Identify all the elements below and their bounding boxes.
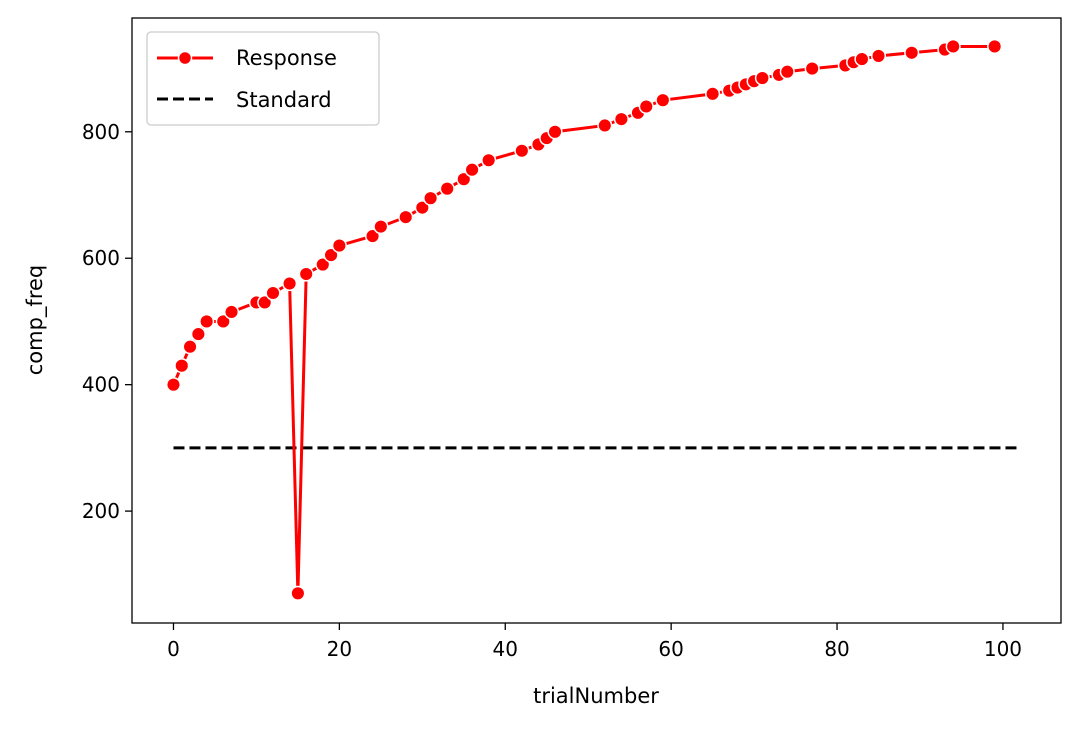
response-point	[364, 228, 381, 244]
legend-box	[146, 31, 380, 126]
response-point	[423, 190, 439, 206]
response-point	[464, 162, 480, 178]
response-point	[779, 64, 795, 80]
response-point	[638, 98, 654, 115]
response-point	[854, 51, 870, 67]
response-point	[257, 294, 273, 311]
y-axis: 200 400 600 800	[82, 120, 132, 523]
response-point	[199, 313, 215, 329]
plot-area-frame	[131, 17, 1062, 624]
y-axis-title: comp_freq	[23, 265, 48, 376]
response-point	[282, 275, 298, 292]
response-point	[223, 304, 240, 320]
response-point	[190, 326, 206, 342]
response-point	[315, 257, 331, 273]
response-point	[613, 111, 629, 127]
response-point	[290, 585, 306, 601]
x-tick-label: 0	[167, 637, 180, 661]
legend-standard-label: Standard	[236, 88, 332, 112]
response-point	[705, 86, 721, 102]
response-point	[514, 143, 530, 159]
response-point	[414, 200, 430, 216]
legend-response-label: Response	[236, 46, 337, 70]
x-tick-label: 40	[493, 637, 518, 661]
response-point	[182, 339, 198, 355]
response-point	[215, 313, 231, 329]
response-point	[904, 45, 920, 61]
y-tick-label: 400	[82, 373, 120, 397]
response-point	[323, 247, 339, 263]
legend-response-marker	[177, 50, 193, 66]
plot-series	[165, 38, 1020, 601]
response-point	[547, 124, 563, 140]
response-point	[987, 38, 1003, 54]
x-axis: 0 20 40 60 80 100	[167, 623, 1022, 661]
response-point	[597, 117, 613, 134]
response-point	[754, 70, 770, 86]
response-point	[165, 377, 182, 393]
response-point	[804, 61, 820, 77]
response-point	[870, 48, 887, 64]
response-point	[945, 38, 961, 54]
x-tick-label: 20	[327, 637, 352, 661]
response-point	[331, 238, 347, 254]
x-tick-label: 60	[658, 637, 683, 661]
response-point	[398, 209, 414, 225]
y-tick-label: 600	[82, 246, 120, 270]
response-point	[481, 152, 497, 168]
response-point	[456, 171, 472, 187]
legend: Response Standard	[146, 31, 380, 126]
response-point	[373, 219, 389, 235]
response-point	[655, 92, 671, 108]
response-point	[439, 181, 455, 197]
x-tick-label: 100	[984, 637, 1022, 661]
response-point	[265, 285, 281, 301]
response-point	[298, 266, 314, 282]
x-axis-title: trialNumber	[533, 684, 659, 708]
response-point	[174, 358, 190, 374]
x-tick-label: 80	[824, 637, 849, 661]
y-tick-label: 800	[82, 120, 120, 144]
y-tick-label: 200	[82, 499, 120, 523]
